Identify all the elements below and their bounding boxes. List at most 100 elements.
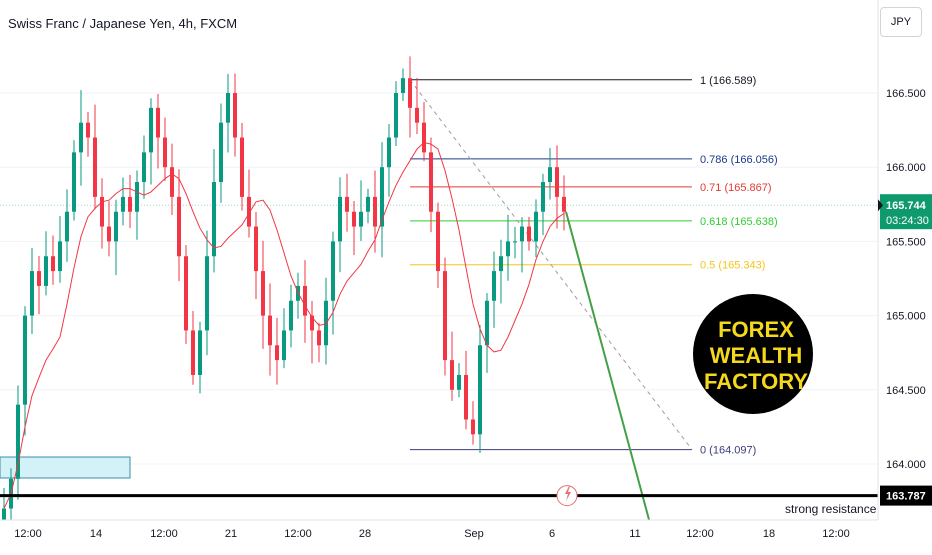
candle-body bbox=[212, 182, 216, 257]
candle-body bbox=[527, 226, 531, 242]
candle-body bbox=[317, 330, 321, 346]
current-price-value: 165.744 bbox=[886, 200, 927, 212]
candle-body bbox=[464, 374, 468, 420]
candle-body bbox=[268, 315, 272, 346]
badge-text: WEALTH bbox=[710, 343, 802, 368]
candle-body bbox=[86, 122, 90, 138]
lightning-icon bbox=[556, 485, 578, 507]
candle-body bbox=[254, 226, 258, 272]
candle-body bbox=[23, 315, 27, 405]
candle-body bbox=[149, 107, 153, 153]
current-price-arrow bbox=[878, 199, 883, 212]
candle-body bbox=[72, 152, 76, 212]
candle-body bbox=[506, 241, 510, 257]
candle-body bbox=[401, 78, 405, 93]
candle-body bbox=[275, 345, 279, 361]
candle-body bbox=[513, 241, 517, 243]
current-price-tag bbox=[880, 194, 932, 230]
time-tick-label: 21 bbox=[225, 528, 237, 540]
candle-body bbox=[282, 330, 286, 361]
candle-body bbox=[534, 211, 538, 242]
candle-body bbox=[100, 196, 104, 227]
badge-text: FOREX bbox=[718, 317, 794, 342]
candle-body bbox=[387, 137, 391, 168]
candle-body bbox=[163, 137, 167, 168]
candle-body bbox=[51, 256, 55, 272]
time-tick-label: Sep bbox=[464, 528, 484, 540]
candle-body bbox=[443, 271, 447, 361]
candle-body bbox=[121, 196, 125, 212]
candle-body bbox=[142, 152, 146, 183]
candle-body bbox=[58, 241, 62, 272]
candle-body bbox=[247, 196, 251, 227]
fib-label: 0.5 (165.343) bbox=[700, 260, 765, 272]
candle-body bbox=[310, 315, 314, 331]
countdown-timer: 03:24:30 bbox=[886, 215, 929, 227]
candle-body bbox=[520, 226, 524, 242]
demand-zone-box bbox=[0, 456, 131, 479]
time-tick-label: 14 bbox=[90, 528, 102, 540]
resistance-price-tag bbox=[880, 485, 932, 506]
candle-body bbox=[37, 271, 41, 286]
time-tick-label: 18 bbox=[763, 528, 775, 540]
candle-body bbox=[352, 211, 356, 227]
time-tick-label: 12:00 bbox=[284, 528, 312, 540]
resistance-price-value: 163.787 bbox=[886, 491, 926, 503]
candle-body bbox=[345, 196, 349, 212]
candle-body bbox=[457, 374, 461, 390]
fib-label: 0.618 (165.638) bbox=[700, 216, 778, 228]
candle-body bbox=[177, 196, 181, 257]
lightning-glyph bbox=[565, 486, 571, 501]
candle-body bbox=[198, 330, 202, 375]
candle-body bbox=[303, 285, 307, 316]
currency-button[interactable]: JPY bbox=[880, 7, 922, 37]
chart-title: Swiss Franc / Japanese Yen, 4h, FXCM bbox=[8, 16, 238, 31]
candle-body bbox=[79, 122, 83, 153]
candle-body bbox=[359, 211, 363, 227]
candle-body bbox=[128, 196, 132, 212]
candle-body bbox=[65, 211, 69, 242]
candle-body bbox=[219, 122, 223, 183]
candle-body bbox=[541, 182, 545, 212]
candle-body bbox=[429, 152, 433, 212]
price-tick-label: 166.500 bbox=[886, 88, 926, 100]
time-tick-label: 12:00 bbox=[150, 528, 178, 540]
time-tick-label: 12:00 bbox=[14, 528, 42, 540]
candle-body bbox=[478, 345, 482, 435]
price-axis-panel bbox=[878, 0, 932, 550]
price-tick-label: 165.500 bbox=[886, 236, 926, 248]
candle-body bbox=[44, 256, 48, 286]
candle-body bbox=[338, 196, 342, 242]
candle-body bbox=[289, 300, 293, 331]
price-tick-label: 165.000 bbox=[886, 311, 926, 323]
candle-body bbox=[366, 196, 370, 212]
candle-body bbox=[555, 167, 559, 197]
projection-line bbox=[565, 211, 653, 532]
price-tick-label: 164.000 bbox=[886, 459, 926, 471]
candle-body bbox=[233, 93, 237, 138]
time-tick-label: 6 bbox=[549, 528, 555, 540]
time-tick-label: 28 bbox=[359, 528, 371, 540]
candle-body bbox=[422, 122, 426, 153]
candle-body bbox=[156, 107, 160, 138]
candle-body bbox=[373, 196, 377, 227]
candle-body bbox=[471, 419, 475, 435]
candle-body bbox=[191, 330, 195, 375]
moving-average-line bbox=[3, 141, 565, 509]
fib-trend-line bbox=[409, 79, 693, 450]
candle-body bbox=[30, 271, 34, 316]
candle-body bbox=[107, 226, 111, 242]
candle-body bbox=[135, 182, 139, 212]
candle-body bbox=[436, 211, 440, 272]
price-tick-label: 164.500 bbox=[886, 385, 926, 397]
candle-body bbox=[562, 196, 566, 212]
candle-body bbox=[331, 241, 335, 301]
time-axis-panel bbox=[0, 520, 878, 550]
candle-body bbox=[226, 93, 230, 123]
candle-body bbox=[380, 167, 384, 227]
candle-body bbox=[450, 360, 454, 390]
candle-body bbox=[499, 256, 503, 272]
fib-label: 0 (164.097) bbox=[700, 445, 756, 457]
